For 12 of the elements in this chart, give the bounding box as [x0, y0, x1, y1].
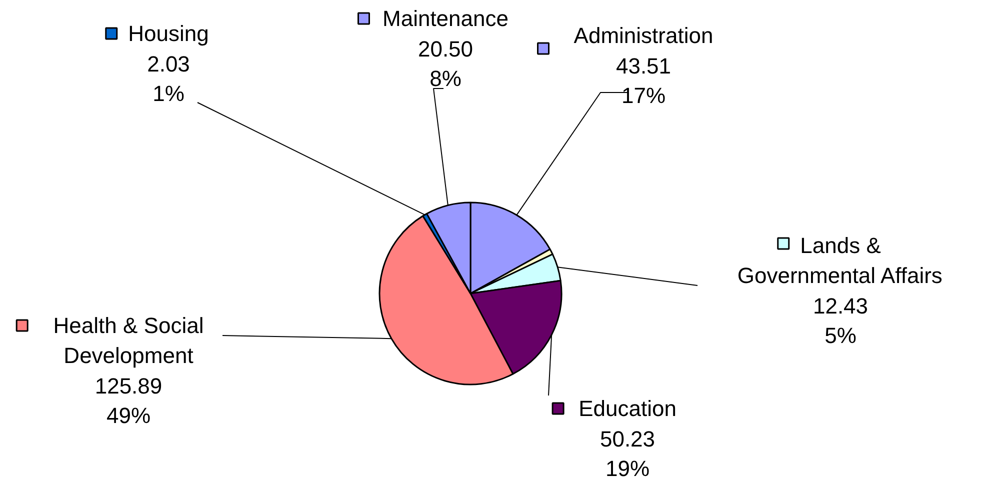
legend-label: Education: [578, 396, 676, 421]
data-label: 50.23 19%: [600, 426, 656, 481]
legend-label: Health & Social Development: [53, 313, 204, 368]
data-label: 20.50 8%: [418, 36, 474, 91]
data-label: 2.03 1%: [147, 52, 190, 106]
legend-label: Administration: [574, 23, 714, 48]
legend-label: Maintenance: [382, 6, 508, 31]
data-label: 43.51 17%: [616, 54, 672, 108]
legend-label: Housing: [128, 21, 209, 46]
legend-label: Lands & Governmental Affairs: [737, 233, 942, 288]
data-label: 12.43 5%: [812, 294, 868, 348]
data-label: 125.89 49%: [94, 374, 162, 428]
